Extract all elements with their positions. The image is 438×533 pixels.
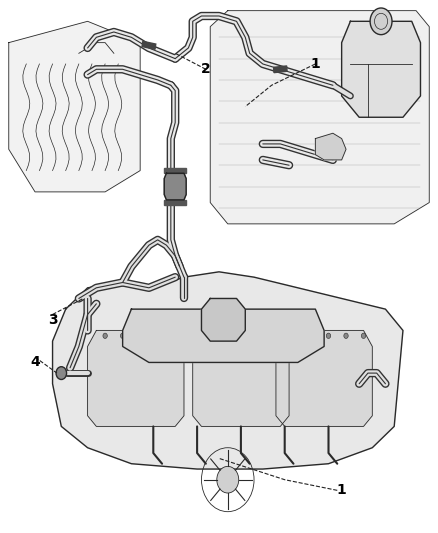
Polygon shape [88, 330, 184, 426]
Polygon shape [201, 298, 245, 341]
Text: 1: 1 [337, 483, 346, 497]
Polygon shape [164, 173, 186, 200]
Circle shape [344, 333, 348, 338]
Circle shape [138, 333, 142, 338]
Circle shape [361, 333, 366, 338]
Bar [164, 168, 186, 173]
Polygon shape [276, 330, 372, 426]
Circle shape [173, 333, 177, 338]
Circle shape [208, 333, 212, 338]
Circle shape [103, 333, 107, 338]
Circle shape [217, 466, 239, 493]
Text: 1: 1 [311, 57, 320, 71]
Circle shape [278, 333, 283, 338]
Polygon shape [274, 66, 287, 72]
Circle shape [226, 333, 230, 338]
Circle shape [155, 333, 160, 338]
Polygon shape [315, 133, 346, 160]
Polygon shape [193, 330, 289, 426]
Circle shape [120, 333, 125, 338]
Text: 2: 2 [201, 62, 211, 76]
Polygon shape [123, 309, 324, 362]
Bar [164, 200, 186, 205]
Circle shape [309, 333, 313, 338]
Polygon shape [210, 11, 429, 224]
Circle shape [326, 333, 331, 338]
Text: 3: 3 [48, 313, 57, 327]
Polygon shape [53, 272, 403, 469]
Circle shape [370, 8, 392, 35]
Polygon shape [142, 41, 156, 50]
Polygon shape [342, 21, 420, 117]
Text: 4: 4 [30, 356, 40, 369]
Circle shape [261, 333, 265, 338]
Circle shape [243, 333, 247, 338]
Circle shape [291, 333, 296, 338]
Polygon shape [9, 21, 140, 192]
Circle shape [56, 367, 67, 379]
